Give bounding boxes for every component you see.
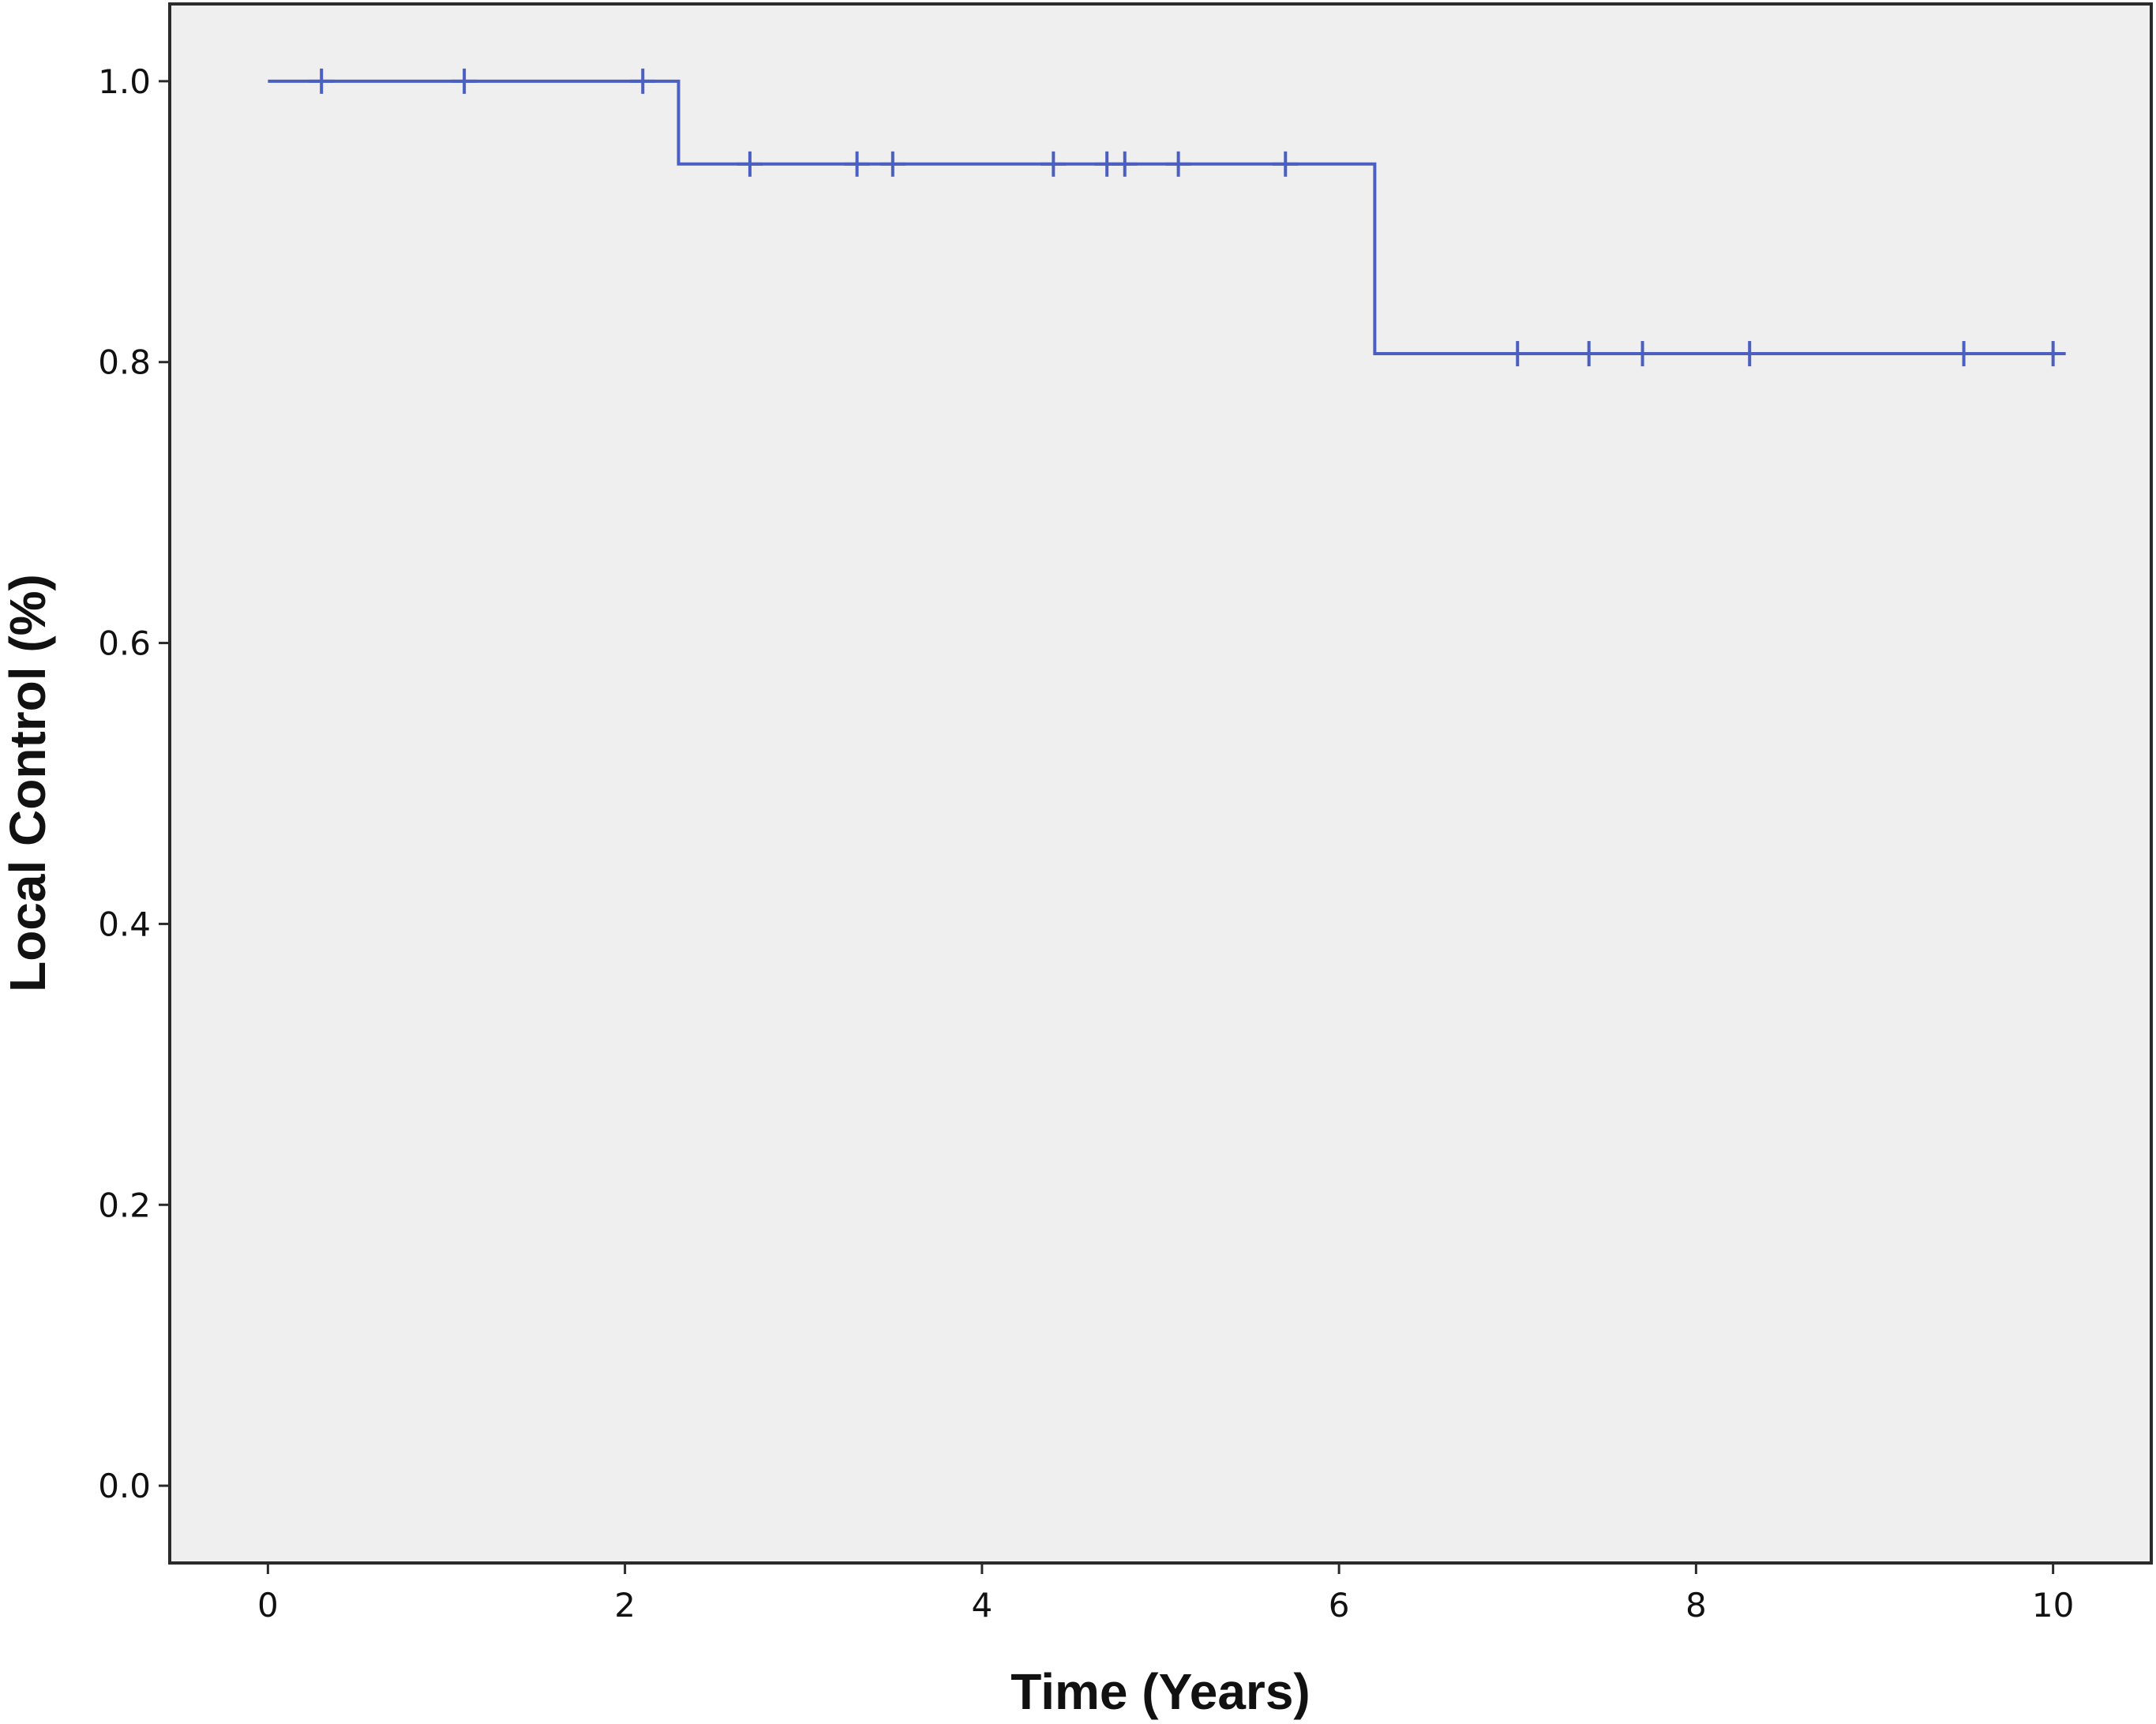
survival-step-line	[268, 79, 2062, 355]
censor-marks	[309, 68, 2066, 367]
censor-mark	[1041, 151, 1067, 177]
censor-mark	[879, 151, 906, 177]
y-tick-label: 1.0	[98, 62, 151, 101]
x-tick-label: 10	[2032, 1586, 2074, 1625]
censor-mark	[844, 151, 870, 177]
censor-mark	[2040, 341, 2066, 367]
censor-mark	[1165, 151, 1191, 177]
y-tick-label: 0.2	[98, 1186, 151, 1224]
x-tick-label: 4	[972, 1586, 993, 1625]
censor-mark	[737, 151, 763, 177]
x-tick-label: 6	[1329, 1586, 1350, 1625]
x-tick-label: 8	[1685, 1586, 1707, 1625]
censor-mark	[1629, 341, 1655, 367]
censor-mark	[1505, 341, 1531, 367]
censor-mark	[452, 68, 478, 94]
y-axis-title: Local Control (%)	[0, 574, 56, 992]
y-tick-label: 0.6	[98, 624, 151, 663]
y-tick-label: 0.8	[98, 343, 151, 382]
censor-mark	[1576, 341, 1602, 367]
censor-mark	[1273, 151, 1299, 177]
censor-mark	[309, 68, 335, 94]
plot-area	[168, 2, 2153, 1565]
censor-mark	[1112, 151, 1138, 177]
y-tick-label: 0.0	[98, 1467, 151, 1505]
censor-mark	[1737, 341, 1763, 367]
x-axis-title: Time (Years)	[1011, 1663, 1310, 1720]
y-axis-ticks: 0.0 0.2 0.4 0.6 0.8 1.0	[98, 62, 170, 1505]
x-axis-ticks: 0 2 4 6 8 10	[257, 1563, 2074, 1625]
x-tick-label: 2	[614, 1586, 636, 1625]
x-tick-label: 0	[257, 1586, 279, 1625]
censor-mark	[630, 68, 656, 94]
y-tick-label: 0.4	[98, 905, 151, 943]
censor-mark	[1951, 341, 1977, 367]
